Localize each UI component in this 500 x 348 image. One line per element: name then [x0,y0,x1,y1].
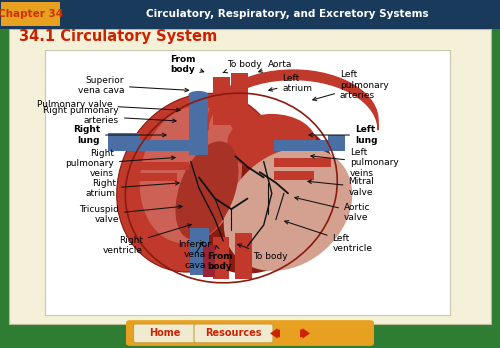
Ellipse shape [140,106,242,243]
Text: Aortic
valve: Aortic valve [295,197,370,222]
Text: Inferior
vena
cava: Inferior vena cava [178,240,212,270]
FancyBboxPatch shape [45,50,450,315]
Text: Right pulmonary
arteries: Right pulmonary arteries [44,106,176,125]
FancyBboxPatch shape [213,237,230,279]
FancyBboxPatch shape [274,158,330,167]
Text: From
body: From body [208,245,233,271]
FancyBboxPatch shape [108,140,189,151]
FancyBboxPatch shape [190,228,210,275]
Ellipse shape [192,124,336,274]
Text: To body: To body [223,60,262,73]
Text: Left
atrium: Left atrium [269,74,312,93]
FancyBboxPatch shape [124,161,189,170]
FancyBboxPatch shape [234,233,252,279]
FancyBboxPatch shape [213,77,230,125]
Text: Right
ventricle: Right ventricle [103,224,191,255]
Text: Right
pulmonary
veins: Right pulmonary veins [65,149,175,179]
FancyBboxPatch shape [108,133,140,141]
Text: Tricuspid
valve: Tricuspid valve [79,205,182,224]
FancyBboxPatch shape [108,135,124,150]
FancyBboxPatch shape [1,2,60,26]
Text: 34.1 Circulatory System: 34.1 Circulatory System [19,29,217,44]
Text: Circulatory, Respiratory, and Excretory Systems: Circulatory, Respiratory, and Excretory … [146,9,429,19]
Text: Left
ventricle: Left ventricle [284,221,372,253]
FancyBboxPatch shape [0,0,500,29]
Text: Chapter 34: Chapter 34 [0,9,63,19]
FancyBboxPatch shape [274,171,314,180]
Text: Aorta: Aorta [258,60,292,72]
Ellipse shape [116,93,281,272]
Ellipse shape [176,141,238,240]
Ellipse shape [224,148,352,271]
FancyBboxPatch shape [189,95,208,155]
Text: Left
pulmonary
arteries: Left pulmonary arteries [313,70,389,101]
FancyBboxPatch shape [328,135,344,150]
Text: Resources: Resources [206,329,262,338]
FancyBboxPatch shape [124,173,176,181]
FancyBboxPatch shape [126,320,374,346]
FancyArrow shape [300,328,310,339]
Text: Pulmonary valve: Pulmonary valve [37,100,180,112]
Text: Home: Home [149,329,180,338]
FancyBboxPatch shape [203,245,215,277]
Text: Mitral
valve: Mitral valve [308,177,374,197]
FancyBboxPatch shape [274,140,344,151]
FancyBboxPatch shape [232,73,248,125]
Text: From
body: From body [170,55,204,74]
Ellipse shape [228,114,316,172]
FancyBboxPatch shape [194,324,273,343]
Text: Left
pulmonary
veins: Left pulmonary veins [311,148,399,178]
Ellipse shape [188,91,208,99]
Text: To body: To body [238,244,288,261]
FancyBboxPatch shape [9,29,491,324]
Text: Left
lung: Left lung [309,125,378,145]
Text: Superior
vena cava: Superior vena cava [78,76,188,95]
FancyBboxPatch shape [134,324,196,343]
Text: Right
lung: Right lung [73,125,166,145]
Text: Right
atrium: Right atrium [86,179,179,198]
FancyArrow shape [270,328,280,339]
